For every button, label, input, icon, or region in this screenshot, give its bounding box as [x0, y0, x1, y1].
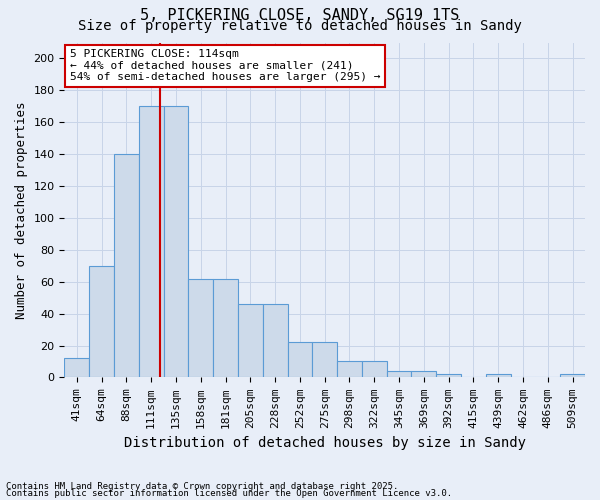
Bar	[362, 362, 386, 378]
Text: 5, PICKERING CLOSE, SANDY, SG19 1TS: 5, PICKERING CLOSE, SANDY, SG19 1TS	[140, 8, 460, 22]
Bar	[114, 154, 139, 378]
Text: Size of property relative to detached houses in Sandy: Size of property relative to detached ho…	[78, 19, 522, 33]
Bar	[164, 106, 188, 378]
Bar	[238, 304, 263, 378]
Bar	[486, 374, 511, 378]
Bar	[436, 374, 461, 378]
Bar	[287, 342, 313, 378]
Bar	[188, 278, 213, 378]
Bar	[313, 342, 337, 378]
Bar	[213, 278, 238, 378]
Bar	[412, 371, 436, 378]
Y-axis label: Number of detached properties: Number of detached properties	[15, 101, 28, 318]
Bar	[337, 362, 362, 378]
Text: Contains public sector information licensed under the Open Government Licence v3: Contains public sector information licen…	[6, 490, 452, 498]
Bar	[560, 374, 585, 378]
Bar	[89, 266, 114, 378]
Text: 5 PICKERING CLOSE: 114sqm
← 44% of detached houses are smaller (241)
54% of semi: 5 PICKERING CLOSE: 114sqm ← 44% of detac…	[70, 49, 380, 82]
Bar	[263, 304, 287, 378]
Bar	[139, 106, 164, 378]
Bar	[64, 358, 89, 378]
X-axis label: Distribution of detached houses by size in Sandy: Distribution of detached houses by size …	[124, 436, 526, 450]
Bar	[386, 371, 412, 378]
Text: Contains HM Land Registry data © Crown copyright and database right 2025.: Contains HM Land Registry data © Crown c…	[6, 482, 398, 491]
